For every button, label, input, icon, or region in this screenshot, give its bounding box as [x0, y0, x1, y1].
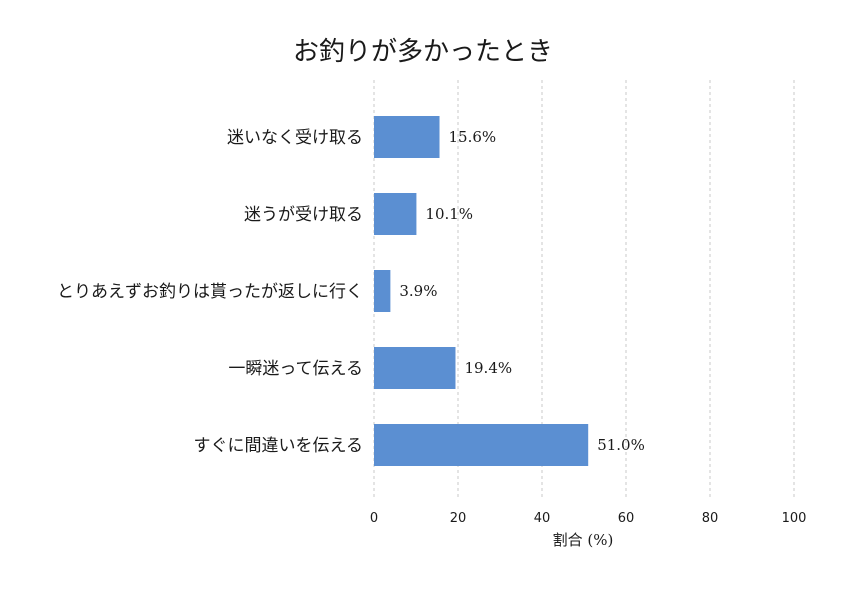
bar-0 — [374, 116, 440, 158]
x-tick-label-60: 60 — [618, 511, 635, 526]
x-axis-ticks: 0 20 40 60 80 100 — [370, 511, 807, 526]
x-tick-label-20: 20 — [450, 511, 467, 526]
bar-3 — [374, 347, 456, 389]
bars — [374, 116, 589, 466]
category-labels: 迷いなく受け取る迷うが受け取るとりあえずお釣りは貰ったが返しに行く一瞬迷って伝え… — [57, 128, 363, 456]
value-label-2: 3.9% — [399, 282, 437, 300]
x-axis-title: 割合 (%) — [553, 531, 614, 549]
category-label-1: 迷うが受け取る — [244, 205, 363, 225]
value-label-1: 10.1% — [425, 205, 473, 223]
category-label-4: すぐに間違いを伝える — [194, 436, 364, 456]
x-tick-label-100: 100 — [782, 511, 807, 526]
category-label-3: 一瞬迷って伝える — [228, 359, 363, 379]
x-tick-label-40: 40 — [534, 511, 551, 526]
value-label-4: 51.0% — [597, 436, 645, 454]
value-label-0: 15.6% — [449, 128, 497, 146]
category-label-2: とりあえずお釣りは貰ったが返しに行く — [57, 282, 363, 302]
category-label-0: 迷いなく受け取る — [227, 128, 363, 148]
value-labels: 15.6% 10.1% 3.9% 19.4% 51.0% — [399, 128, 644, 454]
x-tick-label-80: 80 — [702, 511, 719, 526]
bar-2 — [374, 270, 391, 312]
value-label-3: 19.4% — [464, 359, 512, 377]
bar-4 — [374, 424, 589, 466]
bar-1 — [374, 193, 417, 235]
x-tick-label-0: 0 — [370, 511, 378, 526]
chart-title: お釣りが多かったとき — [293, 37, 553, 67]
